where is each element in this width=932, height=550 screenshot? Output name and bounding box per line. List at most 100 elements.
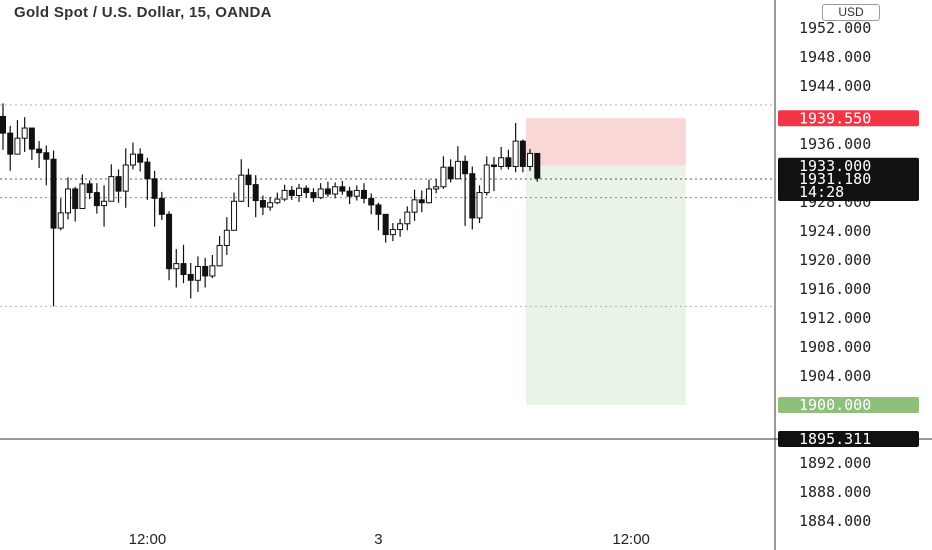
candle	[389, 223, 396, 242]
candle-body-down	[259, 200, 266, 208]
price-tick-label: 1936.000	[799, 135, 871, 153]
bar-countdown: 14:28	[799, 183, 844, 201]
candle-body-down	[86, 183, 93, 194]
candle	[36, 141, 43, 168]
candle-body-up	[64, 188, 71, 214]
candle	[324, 181, 331, 197]
candle	[72, 186, 79, 222]
candle-body-up	[433, 186, 440, 190]
candle-body-down	[144, 161, 151, 180]
candle-body-down	[339, 186, 346, 192]
candle-body-down	[72, 188, 79, 210]
candle	[317, 183, 324, 200]
candle	[469, 166, 476, 230]
candle	[447, 159, 454, 183]
take-profit-zone[interactable]	[526, 165, 686, 405]
candle-body-up	[404, 211, 411, 225]
candle	[129, 142, 136, 170]
entry-price-value: 1933.000	[799, 157, 871, 175]
candle-body-up	[425, 188, 432, 204]
candle-body-down	[202, 266, 209, 277]
candle-body-up	[129, 153, 136, 166]
candle	[223, 217, 230, 255]
candle	[79, 174, 86, 210]
price-tick-label: 1908.000	[799, 338, 871, 356]
candle-body-down	[346, 190, 353, 197]
candle-body-up	[57, 212, 64, 229]
candle-body-down	[158, 197, 165, 215]
currency-button[interactable]: USD	[822, 4, 880, 21]
line-price-badge	[778, 430, 919, 447]
candle	[180, 244, 187, 284]
candle-body-up	[79, 183, 86, 210]
candle	[43, 145, 50, 186]
price-tick-label: 1924.000	[799, 222, 871, 240]
candle-body-up	[454, 160, 461, 180]
time-axis: 12:00 3 12:00	[129, 531, 650, 548]
candle	[281, 184, 288, 202]
candle-body-up	[353, 189, 360, 197]
price-tick-label: 1916.000	[799, 280, 871, 298]
candle-body-up	[108, 176, 115, 202]
candle-body-down	[534, 152, 541, 179]
candle-body-up	[527, 152, 534, 167]
candle	[173, 249, 180, 288]
candle-body-up	[296, 187, 303, 196]
candle	[527, 149, 534, 171]
candle-body-down	[50, 158, 57, 229]
candle	[238, 159, 245, 202]
candle-body-up	[332, 186, 339, 195]
candle-body-down	[382, 213, 389, 236]
candle-body-down	[447, 166, 454, 180]
candle-body-up	[194, 266, 201, 281]
time-tick-label: 12:00	[129, 531, 167, 548]
candle-body-down	[187, 274, 194, 281]
candle	[194, 256, 201, 292]
candle-body-down	[288, 189, 295, 196]
candle-body-up	[498, 157, 505, 167]
candle-body-up	[209, 265, 216, 277]
price-tick-label: 1884.000	[799, 512, 871, 530]
candle	[425, 179, 432, 204]
candle-body-up	[274, 198, 281, 204]
price-tick-label: 1912.000	[799, 309, 871, 327]
level-lines	[0, 104, 932, 440]
candle	[397, 218, 404, 237]
candle-body-up	[21, 127, 28, 139]
stop-loss-zone[interactable]	[526, 118, 686, 166]
candle-body-up	[317, 188, 324, 199]
candle	[375, 202, 382, 231]
candle-body-up	[440, 166, 447, 188]
candle	[303, 185, 310, 198]
candle-body-down	[462, 160, 469, 175]
candle-body-up	[238, 174, 245, 202]
candle-body-down	[245, 174, 252, 186]
candle	[252, 175, 259, 218]
candle	[433, 178, 440, 194]
candle	[418, 190, 425, 213]
candle-body-down	[28, 127, 35, 150]
candle-body-up	[476, 192, 483, 219]
candle-body-up	[389, 229, 396, 236]
candle	[462, 155, 469, 226]
price-tick-label: 1948.000	[799, 48, 871, 66]
entry-price-badge	[778, 157, 919, 174]
candle	[202, 257, 209, 288]
candle-body-up	[281, 189, 288, 200]
candle	[101, 185, 108, 227]
candle	[151, 170, 158, 227]
candle-body-up	[14, 137, 21, 155]
price-tick-label: 1888.000	[799, 483, 871, 501]
candle	[158, 191, 165, 221]
candle	[288, 186, 295, 200]
candle	[0, 103, 6, 150]
candle-body-down	[43, 152, 50, 160]
candle	[454, 146, 461, 180]
candle-body-up	[483, 164, 490, 194]
candle-body-up	[101, 200, 108, 207]
candle-body-down	[303, 187, 310, 194]
candle-body-down	[490, 164, 497, 168]
